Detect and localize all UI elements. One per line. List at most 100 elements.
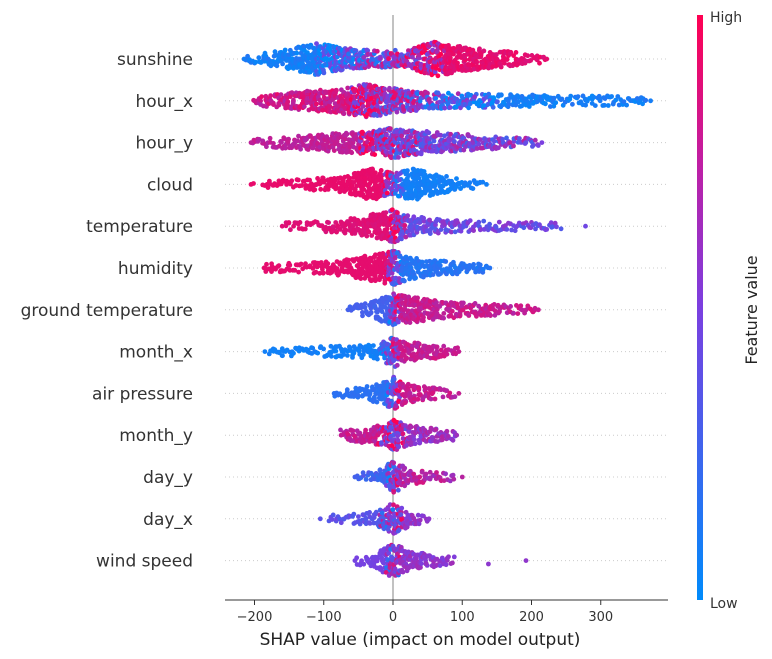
shap-point [274, 63, 280, 69]
shap-point [262, 265, 268, 271]
shap-point [341, 111, 347, 117]
shap-point [372, 152, 378, 158]
shap-point [310, 145, 316, 151]
shap-point [360, 147, 366, 153]
shap-point [360, 313, 365, 319]
shap-point [417, 392, 423, 397]
shap-point [613, 97, 619, 103]
shap-point [374, 93, 380, 99]
shap-point [279, 223, 285, 229]
shap-point [610, 101, 616, 107]
shap-point [259, 94, 264, 100]
shap-point [583, 102, 588, 108]
shap-point [461, 300, 466, 306]
shap-point [456, 391, 462, 396]
shap-point [386, 56, 391, 62]
shap-point [434, 344, 440, 350]
shap-point [358, 138, 363, 144]
shap-point [502, 60, 507, 66]
shap-point [278, 92, 284, 97]
shap-point [421, 215, 426, 221]
shap-point [591, 94, 597, 100]
shap-point [256, 55, 262, 61]
shap-point [592, 103, 598, 108]
shap-point [252, 98, 257, 104]
shap-point [441, 311, 447, 316]
shap-point [441, 315, 446, 321]
shap-point [376, 226, 382, 232]
shap-point [648, 98, 653, 104]
shap-point [515, 99, 521, 105]
shap-point [371, 343, 376, 348]
shap-point [551, 103, 557, 109]
shap-point [326, 103, 332, 108]
shap-point [434, 49, 440, 55]
shap-point [465, 312, 471, 318]
shap-point [298, 261, 304, 267]
shap-point [301, 104, 307, 109]
shap-point [302, 226, 308, 232]
shap-point [506, 101, 512, 107]
shap-point [452, 139, 457, 145]
shap-point [280, 353, 285, 359]
shap-point [583, 223, 588, 229]
shap-point [481, 218, 487, 224]
shap-point [280, 61, 285, 67]
shap-point [396, 319, 401, 325]
shap-point [425, 90, 430, 96]
shap-point [278, 139, 284, 145]
shap-point [504, 227, 510, 232]
shap-point [643, 97, 649, 103]
shap-point [289, 178, 295, 184]
shap-point [430, 192, 436, 197]
shap-point [411, 98, 417, 104]
shap-point [340, 177, 346, 183]
shap-point [347, 344, 352, 350]
shap-point [283, 145, 288, 151]
shap-point [537, 60, 542, 66]
shap-point [525, 53, 531, 59]
shap-point [551, 96, 556, 102]
shap-point [440, 394, 446, 400]
shap-point [262, 349, 268, 354]
shap-point [507, 51, 513, 57]
shap-point [397, 177, 402, 183]
shap-point [362, 301, 368, 307]
shap-point [373, 252, 378, 258]
shap-point [392, 255, 398, 261]
shap-point [437, 263, 443, 268]
shap-point [377, 127, 383, 133]
shap-point [295, 177, 301, 183]
shap-point [511, 143, 516, 149]
shap-point [481, 48, 487, 54]
shap-point [333, 348, 339, 354]
shap-point [312, 187, 318, 193]
shap-point [343, 227, 349, 233]
shap-point [365, 229, 371, 234]
shap-point [321, 67, 326, 73]
shap-point [378, 56, 383, 62]
shap-point [276, 263, 282, 269]
shap-point [302, 137, 308, 143]
shap-point [429, 148, 435, 154]
shap-point [333, 87, 339, 93]
shap-point [267, 135, 273, 141]
shap-point [418, 151, 424, 157]
shap-point [615, 94, 621, 99]
shap-point [504, 57, 510, 62]
shap-point [455, 60, 460, 66]
shap-point [241, 56, 247, 62]
shap-point [435, 73, 441, 79]
shap-point [393, 151, 399, 157]
shap-point [350, 355, 355, 360]
shap-point [430, 47, 436, 53]
shap-point [384, 190, 390, 196]
shap-point [442, 105, 448, 111]
shap-point [314, 101, 319, 107]
shap-points [241, 39, 653, 578]
shap-point [485, 101, 491, 107]
shap-point [396, 155, 401, 160]
shap-point [409, 346, 415, 352]
shap-point [282, 47, 288, 53]
shap-point [325, 261, 331, 266]
